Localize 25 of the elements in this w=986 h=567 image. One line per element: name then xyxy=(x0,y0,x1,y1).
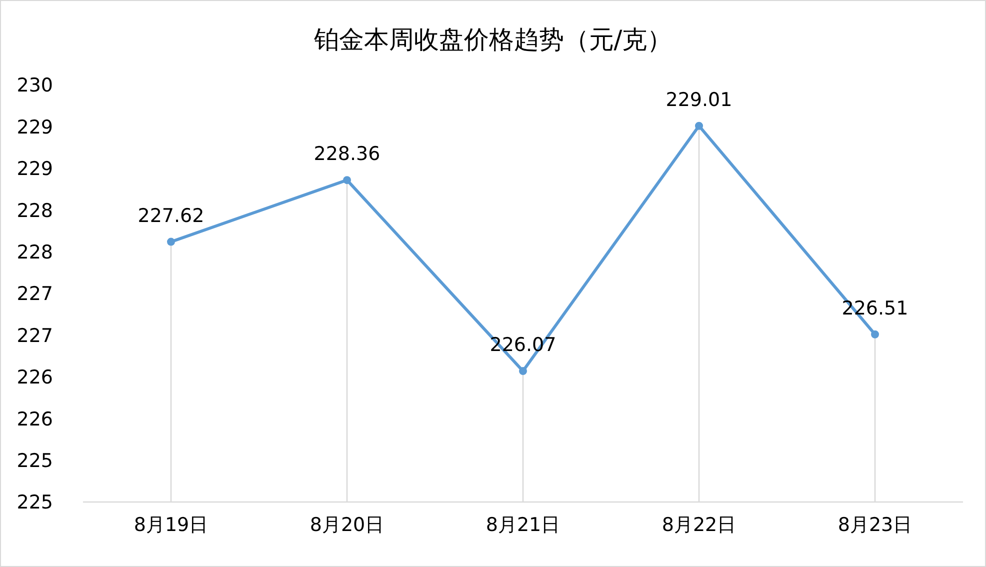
data-label: 227.62 xyxy=(138,204,204,227)
point xyxy=(519,367,527,376)
x-tick-label: 8月19日 xyxy=(134,514,208,536)
y-tick-label: 226 xyxy=(16,408,53,430)
y-tick-label: 225 xyxy=(16,492,53,514)
y-tick-label: 225 xyxy=(16,450,53,472)
point xyxy=(871,330,879,338)
x-tick-label: 8月23日 xyxy=(838,514,912,536)
point xyxy=(343,176,351,184)
y-tick-label: 229 xyxy=(16,116,53,138)
y-tick-label: 228 xyxy=(16,241,53,264)
y-tick-label: 226 xyxy=(16,366,53,389)
point xyxy=(167,238,175,246)
x-tick-label: 8月20日 xyxy=(310,514,384,536)
chart-title: 铂金本周收盘价格趋势（元/克） xyxy=(312,25,672,54)
y-tick-label: 227 xyxy=(16,283,53,306)
y-tick-label: 230 xyxy=(16,74,53,97)
data-label: 228.36 xyxy=(314,143,380,166)
data-label: 229.01 xyxy=(666,88,732,111)
y-tick-label: 227 xyxy=(16,324,53,347)
x-tick-label: 8月21日 xyxy=(486,514,560,536)
y-tick-label: 229 xyxy=(16,158,53,180)
x-tick-label: 8月22日 xyxy=(662,514,736,536)
point xyxy=(695,122,703,130)
y-tick-label: 228 xyxy=(16,200,53,222)
